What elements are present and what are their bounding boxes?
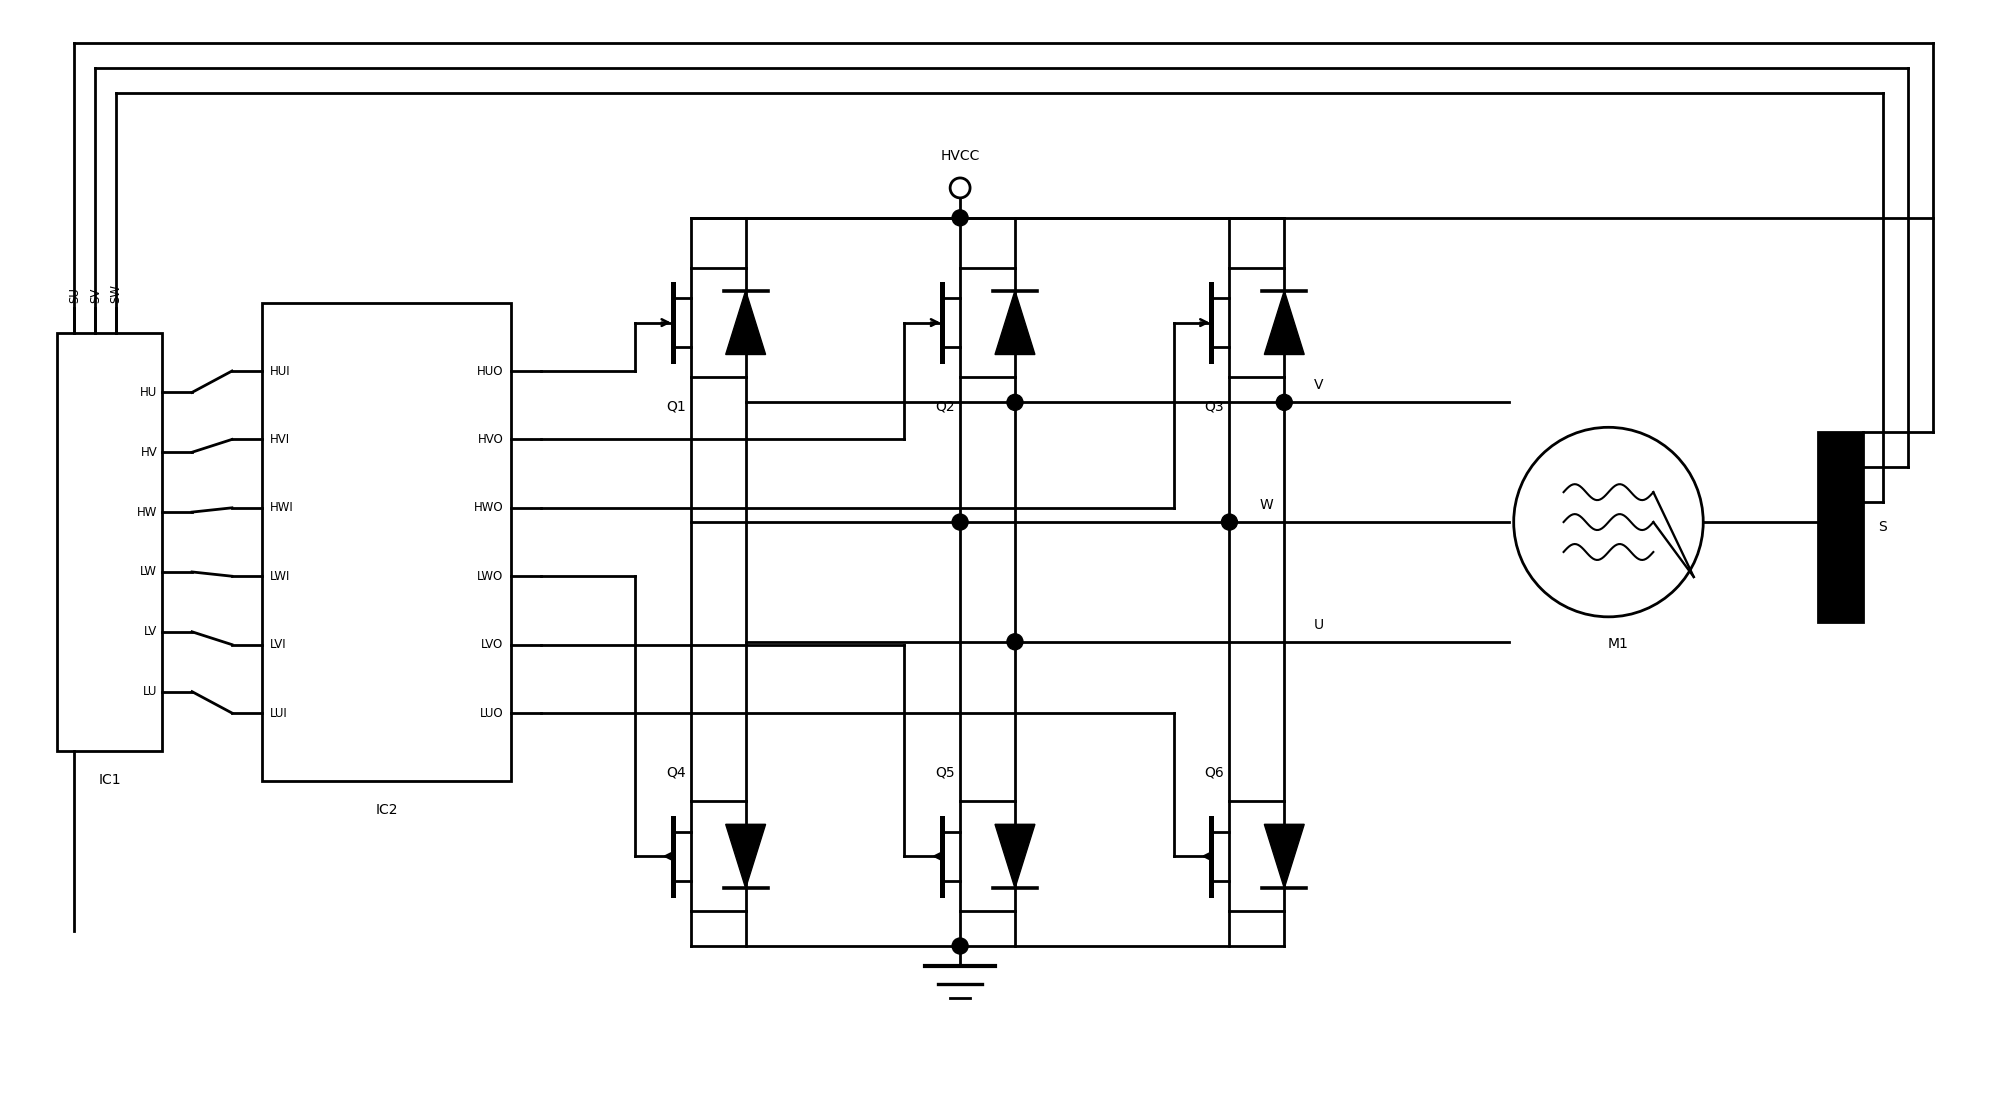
Text: V: V — [1315, 378, 1325, 392]
Polygon shape — [996, 824, 1034, 888]
Text: Q1: Q1 — [665, 399, 685, 413]
Text: LWI: LWI — [271, 570, 291, 583]
Polygon shape — [1265, 824, 1305, 888]
Text: IC1: IC1 — [98, 774, 120, 788]
Text: SW: SW — [110, 283, 122, 303]
Circle shape — [952, 515, 968, 530]
Text: Q4: Q4 — [665, 766, 685, 779]
Text: Q2: Q2 — [936, 399, 956, 413]
Polygon shape — [1265, 291, 1305, 355]
Text: SV: SV — [88, 288, 102, 303]
Text: HVO: HVO — [477, 433, 503, 446]
Text: HVCC: HVCC — [940, 149, 980, 163]
Text: HW: HW — [136, 506, 156, 519]
Text: Q5: Q5 — [936, 766, 956, 779]
Text: HV: HV — [140, 445, 156, 458]
Circle shape — [1006, 395, 1022, 410]
Text: LWO: LWO — [477, 570, 503, 583]
Text: U: U — [1315, 618, 1325, 631]
Text: LVI: LVI — [271, 638, 287, 651]
Text: M1: M1 — [1607, 637, 1629, 651]
Text: LVO: LVO — [481, 638, 503, 651]
Circle shape — [952, 209, 968, 226]
Text: LV: LV — [144, 625, 156, 638]
Text: HUI: HUI — [271, 365, 291, 378]
Text: Q6: Q6 — [1204, 766, 1224, 779]
Text: IC2: IC2 — [375, 803, 399, 818]
Text: LU: LU — [142, 685, 156, 699]
Bar — [1818, 432, 1864, 622]
Polygon shape — [725, 824, 766, 888]
Text: W: W — [1259, 498, 1273, 512]
Text: LW: LW — [140, 565, 156, 579]
Bar — [58, 333, 162, 752]
Text: LUI: LUI — [271, 706, 289, 720]
Text: Q3: Q3 — [1204, 399, 1224, 413]
Circle shape — [1006, 634, 1022, 650]
Text: SU: SU — [68, 287, 80, 303]
Circle shape — [1277, 395, 1293, 410]
Text: HWI: HWI — [271, 501, 295, 515]
Polygon shape — [996, 291, 1034, 355]
Text: HVI: HVI — [271, 433, 291, 446]
Text: HUO: HUO — [477, 365, 503, 378]
Text: LUO: LUO — [479, 706, 503, 720]
Bar — [263, 303, 511, 781]
Text: HWO: HWO — [473, 501, 503, 515]
Circle shape — [1222, 515, 1236, 530]
Circle shape — [952, 938, 968, 954]
Text: S: S — [1878, 520, 1886, 534]
Text: HU: HU — [140, 386, 156, 399]
Polygon shape — [725, 291, 766, 355]
